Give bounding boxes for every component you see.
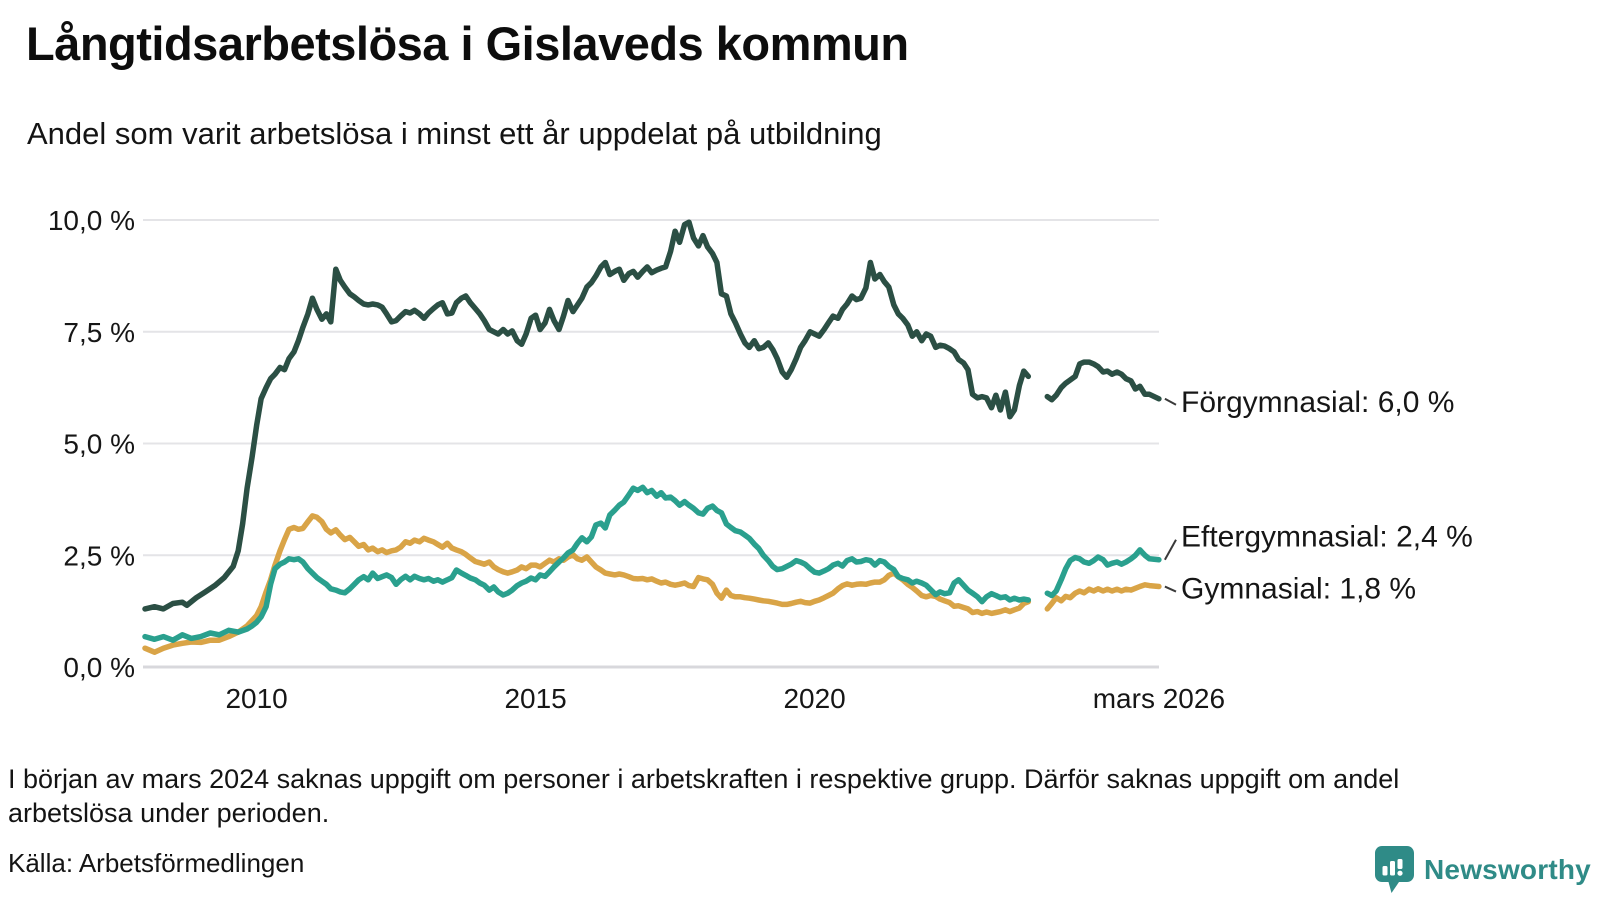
series-line-forgymnasial <box>142 219 1032 612</box>
series-line-eftergymnasial <box>142 484 1032 643</box>
series-label-forgymnasial: Förgymnasial: 6,0 % <box>1181 386 1454 419</box>
y-tick-label: 5,0 % <box>63 429 135 460</box>
x-tick-label: 2010 <box>225 683 287 714</box>
x-tick-label: 2015 <box>504 683 566 714</box>
x-tick-label: 2020 <box>783 683 845 714</box>
source-credit: Källa: Arbetsförmedlingen <box>8 848 305 878</box>
newsworthy-wordmark: Newsworthy <box>1424 854 1591 885</box>
series-label-gymnasial: Gymnasial: 1,8 % <box>1181 573 1416 606</box>
label-connector-forgymnasial <box>1164 397 1177 406</box>
y-tick-label: 0,0 % <box>63 652 135 683</box>
y-tick-label: 10,0 % <box>48 205 135 236</box>
gridlines <box>143 219 1159 669</box>
label-connector-eftergymnasial <box>1164 539 1177 561</box>
y-tick-label: 7,5 % <box>63 317 135 348</box>
y-tick-label: 2,5 % <box>63 540 135 571</box>
newsworthy-pin-icon <box>1375 846 1414 893</box>
x-tick-label: mars 2026 <box>1093 683 1225 714</box>
line-chart: 10,0 % 7,5 % 5,0 % 2,5 % 0,0 % 2010 2015 2020 m… <box>48 205 1473 714</box>
footnote: I början av mars 2024 saknas uppgift om … <box>8 764 1400 828</box>
series-lines <box>142 219 1162 655</box>
series-label-eftergymnasial: Eftergymnasial: 2,4 % <box>1181 521 1473 554</box>
newsworthy-brand: Newsworthy <box>1374 845 1591 895</box>
series-end-labels: Förgymnasial: 6,0 % Gymnasial: 1,8 % Efter… <box>1164 386 1473 606</box>
series-line-gymnasial-postgap <box>1044 582 1162 612</box>
series-line-forgymnasial-postgap <box>1044 359 1162 403</box>
x-axis-tick-labels: 2010 2015 2020 mars 2026 <box>225 683 1225 714</box>
page-subtitle: Andel som varit arbetslösa i minst ett å… <box>27 116 882 151</box>
series-line-eftergymnasial-postgap <box>1044 547 1162 599</box>
label-connector-gymnasial <box>1164 585 1177 593</box>
y-axis-tick-labels: 10,0 % 7,5 % 5,0 % 2,5 % 0,0 % <box>48 205 135 683</box>
series-line-gymnasial <box>142 513 1032 655</box>
page-title: Långtidsarbetslösa i Gislaveds kommun <box>26 17 909 70</box>
